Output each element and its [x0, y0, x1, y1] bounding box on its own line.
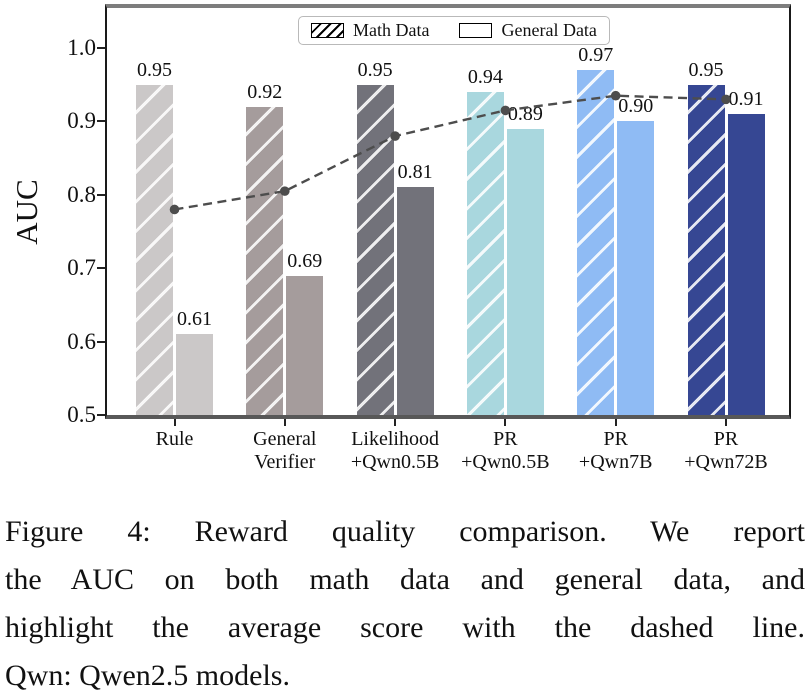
y-tick-label: 0.8 — [67, 181, 96, 207]
x-tick-label-3: Likelihood +Qwn0.5B — [351, 428, 440, 474]
bar-value-label: 0.97 — [578, 44, 614, 67]
x-tick-label-line: Likelihood — [351, 428, 439, 450]
x-tick-label-6: PR +Qwn72B — [684, 428, 768, 474]
bar-math-6 — [687, 84, 725, 415]
x-tick-label-line: +Qwn0.5B — [350, 451, 440, 473]
x-tick-label-line: PR — [603, 428, 628, 450]
legend-label-math: Math Data — [353, 20, 430, 40]
x-tick-label-5: PR +Qwn7B — [579, 428, 653, 474]
x-tick-label-line: +Qwn72B — [684, 451, 768, 473]
x-tick-mark — [283, 419, 286, 426]
x-tick-label-2: General Verifier — [253, 428, 316, 474]
y-tick-mark — [97, 340, 105, 343]
bar-general-6 — [727, 114, 765, 415]
bar-general-5 — [617, 121, 655, 415]
bar-math-4 — [466, 92, 504, 415]
y-tick-label: 0.5 — [67, 402, 96, 427]
y-tick-label: 0.7 — [67, 255, 96, 281]
legend: Math Data General Data — [298, 16, 610, 45]
bar-value-label: 0.89 — [507, 102, 543, 125]
bar-math-1 — [136, 84, 173, 415]
y-tick-mark — [97, 193, 105, 196]
legend-swatch-math-hatched-icon — [311, 23, 344, 38]
x-tick-mark — [504, 419, 507, 426]
x-tick-label-line: Verifier — [254, 451, 316, 473]
bar-value-label: 0.95 — [357, 58, 393, 81]
x-tick-label-line: PR — [713, 428, 739, 450]
bar-value-label: 0.95 — [688, 58, 724, 81]
x-tick-label-line: PR — [493, 428, 518, 450]
bar-general-2 — [286, 275, 324, 415]
y-tick-mark — [97, 120, 105, 123]
bar-value-label: 0.90 — [618, 95, 654, 118]
y-tick-mark — [97, 414, 105, 416]
y-tick-mark — [97, 267, 105, 270]
x-tick-mark — [614, 419, 617, 426]
legend-entry-math: Math Data — [311, 20, 429, 41]
y-tick-label: 1.0 — [67, 35, 96, 60]
bar-value-label: 0.81 — [397, 161, 433, 184]
caption-line-3: highlight the average score with the das… — [5, 611, 805, 644]
plot-area: 0.95 0.61 0.92 0.69 0.95 0.81 0.94 0.89 0.97 0.90… — [105, 4, 791, 419]
x-tick-label-1: Rule — [156, 428, 194, 451]
x-tick-label-line: Rule — [155, 428, 194, 450]
bar-math-2 — [246, 106, 284, 415]
bar-value-label: 0.92 — [247, 80, 283, 103]
bar-value-label: 0.69 — [287, 249, 323, 272]
y-tick-mark — [97, 47, 105, 49]
figure-caption: Figure 4: Reward quality comparison. We … — [0, 498, 810, 694]
x-tick-label-line: +Qwn7B — [578, 451, 653, 473]
bar-value-label: 0.94 — [467, 66, 503, 89]
y-tick-label: 0.9 — [67, 108, 96, 134]
caption-line-4: Qwn: Qwen2.5 models. — [5, 659, 290, 692]
y-tick-label: 0.6 — [67, 328, 96, 354]
figure-4-chart: AUC 0.5 0.6 0.7 0.8 0.9 1.0 0.95 0.61 0.92 0.69 0… — [9, 4, 791, 474]
x-tick-mark — [173, 419, 176, 426]
x-tick-label-4: PR +Qwn0.5B — [461, 428, 550, 474]
bar-math-3 — [356, 84, 394, 415]
caption-line-1: Figure 4: Reward quality comparison. We … — [5, 515, 805, 548]
bar-general-1 — [176, 334, 213, 415]
bar-math-5 — [577, 70, 615, 415]
legend-label-general: General Data — [501, 20, 597, 40]
plot-inner: 0.95 0.61 0.92 0.69 0.95 0.81 0.94 0.89 0.97 0.90… — [107, 8, 789, 415]
bar-value-label: 0.61 — [177, 308, 212, 331]
x-tick-label-line: +Qwn0.5B — [461, 451, 550, 473]
bar-value-label: 0.91 — [728, 88, 764, 111]
bar-general-4 — [506, 128, 544, 415]
x-tick-label-line: General — [253, 428, 317, 450]
x-tick-mark — [394, 419, 397, 426]
legend-swatch-general-icon — [459, 23, 493, 38]
bar-value-label: 0.95 — [137, 58, 172, 81]
bar-general-3 — [396, 187, 434, 415]
caption-line-2: the AUC on both math data and general da… — [5, 563, 805, 596]
legend-entry-general: General Data — [459, 20, 597, 41]
x-tick-mark — [725, 419, 727, 426]
